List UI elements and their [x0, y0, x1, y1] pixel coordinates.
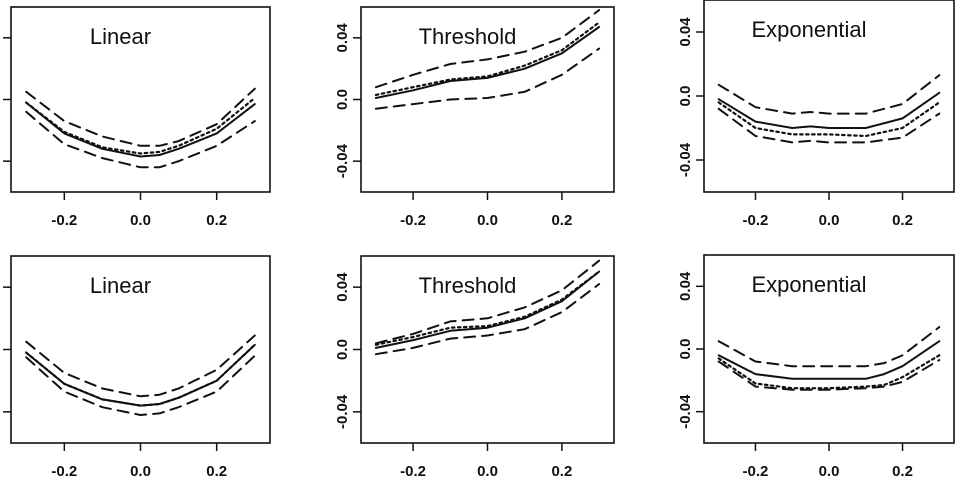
series-line-solid — [374, 26, 601, 99]
series-line-dashed — [25, 110, 256, 169]
x-tick-label: -0.2 — [400, 212, 426, 229]
y-tick-label: -0.04 — [0, 394, 1, 429]
panel-6: Exponential -0.2 0.0 0.2 -0.04 0.0 0.04 — [677, 254, 955, 480]
y-tick-label: 0.0 — [334, 339, 351, 360]
x-tick-label: -0.2 — [51, 212, 77, 229]
panel-title: Linear — [90, 24, 151, 49]
x-tick-label: -0.2 — [400, 463, 426, 480]
series-line-dashed — [25, 87, 256, 147]
x-tick-label: 0.0 — [819, 463, 840, 480]
y-tick-label: -0.04 — [0, 143, 1, 178]
y-tick-label: 0.0 — [334, 89, 351, 110]
y-tick-label: -0.04 — [334, 394, 351, 429]
y-tick-label: -0.04 — [677, 142, 694, 177]
y-tick-label: 0.04 — [677, 17, 694, 47]
panel-title: Exponential — [752, 17, 867, 42]
series-line-dashed — [374, 259, 601, 345]
x-tick-label: 0.2 — [206, 212, 227, 229]
series-line-dotted — [25, 96, 256, 155]
x-tick-label: -0.2 — [743, 463, 769, 480]
y-tick-label: -0.04 — [334, 143, 351, 178]
panel-title: Threshold — [419, 273, 517, 298]
series-line-dashed — [25, 354, 256, 416]
y-tick-label: 0.0 — [677, 86, 694, 107]
series-line-dashed — [374, 9, 601, 89]
y-tick-label: 0.04 — [334, 272, 351, 302]
x-tick-label: 0.2 — [892, 212, 913, 229]
series-line-solid — [25, 101, 256, 158]
series-line-dashed — [717, 359, 941, 391]
series-line-dashed — [374, 283, 601, 356]
panel-4: Linear -0.2 0.0 0.2 -0.04 0.0 0.04 — [0, 255, 271, 480]
series-line-solid — [374, 270, 601, 349]
x-tick-label: 0.2 — [551, 463, 572, 480]
y-tick-label: 0.04 — [0, 272, 1, 302]
panel-1: Linear -0.2 0.0 0.2 -0.04 0.0 0.04 — [0, 6, 271, 229]
y-tick-label: 0.04 — [0, 23, 1, 53]
x-tick-label: 0.0 — [130, 463, 151, 480]
series-line-dotted — [717, 101, 941, 138]
series-line-dotted — [374, 21, 601, 96]
y-tick-label: 0.0 — [0, 89, 1, 110]
series-line-dashed — [717, 107, 941, 144]
y-tick-label: 0.04 — [677, 271, 694, 301]
x-tick-label: -0.2 — [51, 463, 77, 480]
series-line-dashed — [717, 326, 941, 368]
series-line-solid — [717, 340, 941, 380]
series-line-dotted — [717, 354, 941, 390]
x-tick-label: -0.2 — [743, 212, 769, 229]
panel-title: Linear — [90, 273, 151, 298]
panel-2: Threshold -0.2 0.0 0.2 -0.04 0.0 0.04 — [334, 6, 615, 229]
x-tick-label: 0.0 — [819, 212, 840, 229]
x-tick-label: 0.2 — [206, 463, 227, 480]
panel-3: Exponential -0.2 0.0 0.2 -0.04 0.0 0.04 — [677, 0, 955, 229]
x-tick-label: 0.0 — [477, 212, 498, 229]
series-line-dashed — [717, 74, 941, 115]
series-line-dashed — [25, 334, 256, 398]
series-line-dotted — [25, 343, 256, 407]
series-line-dotted — [374, 270, 601, 346]
panel-title: Exponential — [752, 272, 867, 297]
panel-title: Threshold — [419, 24, 517, 49]
x-tick-label: 0.0 — [477, 463, 498, 480]
series-line-solid — [717, 91, 941, 129]
y-tick-label: 0.0 — [677, 339, 694, 360]
panel-5: Threshold -0.2 0.0 0.2 -0.04 0.0 0.04 — [334, 255, 615, 480]
x-tick-label: 0.2 — [892, 463, 913, 480]
y-tick-label: -0.04 — [677, 394, 694, 429]
y-tick-label: 0.04 — [334, 23, 351, 53]
series-line-dashed — [374, 47, 601, 110]
x-tick-label: 0.0 — [130, 212, 151, 229]
x-tick-label: 0.2 — [551, 212, 572, 229]
y-tick-label: 0.0 — [0, 339, 1, 360]
